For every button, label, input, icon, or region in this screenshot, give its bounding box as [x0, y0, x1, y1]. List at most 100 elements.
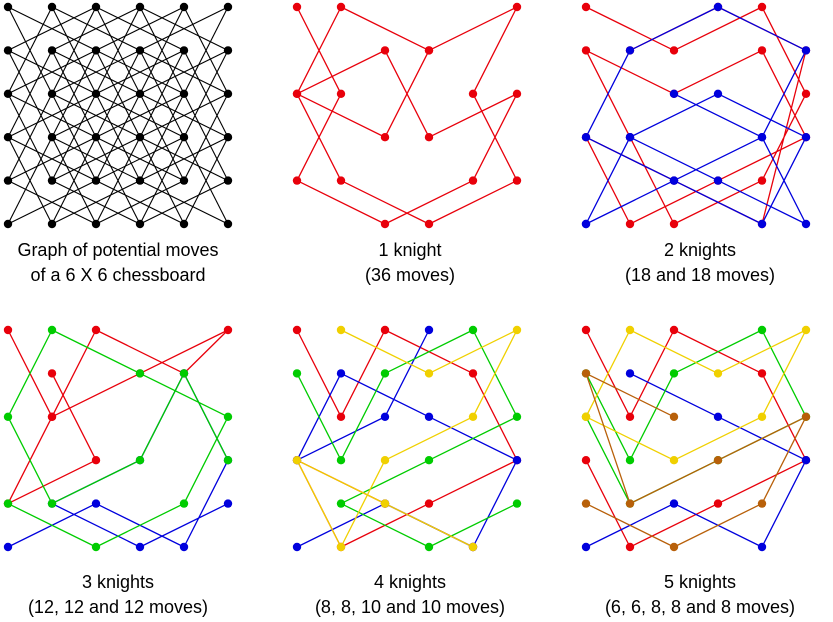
- square-node-yellow: [512, 325, 522, 335]
- square-node-blue: [801, 46, 811, 55]
- square-node-red: [757, 46, 767, 55]
- square-node-blue: [3, 542, 13, 552]
- caption-four-knights-line-2: (8, 8, 10 and 10 moves): [314, 597, 506, 617]
- square-node-red: [512, 89, 522, 99]
- square-node-red: [581, 456, 591, 465]
- square-node: [135, 133, 145, 142]
- square-node: [47, 219, 57, 229]
- square-node: [179, 219, 189, 229]
- square-node: [179, 133, 189, 142]
- square-node-green: [47, 325, 57, 335]
- move-edge: [139, 136, 185, 225]
- square-node-green: [223, 456, 233, 465]
- square-node-brown: [669, 542, 679, 552]
- square-node-yellow: [625, 325, 635, 335]
- move-edge: [95, 93, 185, 138]
- square-node-yellow: [336, 325, 346, 335]
- square-node-green: [292, 369, 302, 378]
- move-edge: [51, 93, 141, 138]
- move-edge: [95, 6, 141, 95]
- square-node-green: [179, 499, 189, 508]
- move-edge: [7, 93, 53, 181]
- square-node-yellow: [581, 412, 591, 421]
- move-edge: [139, 136, 229, 182]
- square-node-red: [669, 219, 679, 229]
- square-node-blue: [669, 89, 679, 99]
- square-node: [135, 2, 145, 12]
- square-node: [47, 89, 57, 99]
- square-node-yellow: [757, 412, 767, 421]
- move-edge: [139, 93, 229, 138]
- square-node-green: [179, 369, 189, 378]
- square-node-red: [223, 325, 233, 335]
- square-node-brown: [581, 369, 591, 378]
- move-edge: [7, 6, 53, 95]
- square-node-blue: [336, 369, 346, 378]
- square-node-red: [512, 176, 522, 185]
- square-node-red: [669, 46, 679, 55]
- caption-five-knights-line-2: (6, 6, 8, 8 and 8 moves): [604, 597, 796, 617]
- square-node-green: [91, 542, 101, 552]
- move-edge: [7, 136, 53, 225]
- square-node-blue: [801, 456, 811, 465]
- square-node-yellow: [468, 412, 478, 421]
- square-node-red: [292, 89, 302, 99]
- caption-all-moves: Graph of potential moves of a 6 X 6 ches…: [0, 238, 248, 288]
- move-edge: [139, 180, 229, 225]
- square-node-red: [336, 2, 346, 12]
- panel-two-knights: [581, 2, 811, 229]
- square-node-red: [292, 2, 302, 12]
- square-node-yellow: [801, 325, 811, 335]
- square-node-blue: [757, 542, 767, 552]
- square-node-blue: [380, 412, 390, 421]
- square-node-blue: [713, 2, 723, 12]
- square-node-red: [47, 412, 57, 421]
- square-node-green: [47, 499, 57, 508]
- square-node-red: [91, 325, 101, 335]
- square-node-blue: [223, 499, 233, 508]
- square-node-brown: [625, 499, 635, 508]
- square-node-red: [625, 219, 635, 229]
- square-node-brown: [757, 499, 767, 508]
- square-node-blue: [801, 133, 811, 142]
- square-node-red: [336, 412, 346, 421]
- square-node-green: [757, 325, 767, 335]
- square-node-red: [91, 456, 101, 465]
- move-edge: [95, 49, 185, 95]
- square-node-green: [223, 412, 233, 421]
- square-node-red: [424, 133, 434, 142]
- square-node-blue: [757, 133, 767, 142]
- square-node: [223, 89, 233, 99]
- panel-all-moves: [3, 2, 233, 229]
- knight-tour-red: [296, 6, 518, 225]
- square-node-brown: [713, 456, 723, 465]
- caption-one-knight-line-2: (36 moves): [364, 265, 456, 285]
- knight-tour-red: [585, 329, 807, 548]
- knight-tour-red: [7, 329, 229, 505]
- square-node-yellow: [468, 542, 478, 552]
- square-node-yellow: [424, 369, 434, 378]
- square-node: [179, 2, 189, 12]
- square-node-blue: [625, 46, 635, 55]
- panel-five-knights: [581, 325, 811, 552]
- square-node: [223, 219, 233, 229]
- knight-tour-blue: [585, 6, 807, 225]
- move-edge: [139, 6, 229, 51]
- square-node-blue: [581, 219, 591, 229]
- move-edge: [95, 136, 141, 225]
- square-node-red: [625, 412, 635, 421]
- knight-tour-green: [585, 329, 807, 505]
- square-node-red: [292, 325, 302, 335]
- caption-three-knights-line-1: 3 knights: [81, 572, 155, 592]
- square-node-yellow: [336, 542, 346, 552]
- move-edge: [139, 49, 229, 95]
- square-node-red: [581, 2, 591, 12]
- square-node-red: [757, 369, 767, 378]
- panel-three-knights: [3, 325, 233, 552]
- square-node-green: [3, 499, 13, 508]
- square-node-red: [336, 176, 346, 185]
- square-node-green: [625, 456, 635, 465]
- square-node: [223, 46, 233, 55]
- square-node-red: [468, 176, 478, 185]
- caption-four-knights-line-1: 4 knights: [373, 572, 447, 592]
